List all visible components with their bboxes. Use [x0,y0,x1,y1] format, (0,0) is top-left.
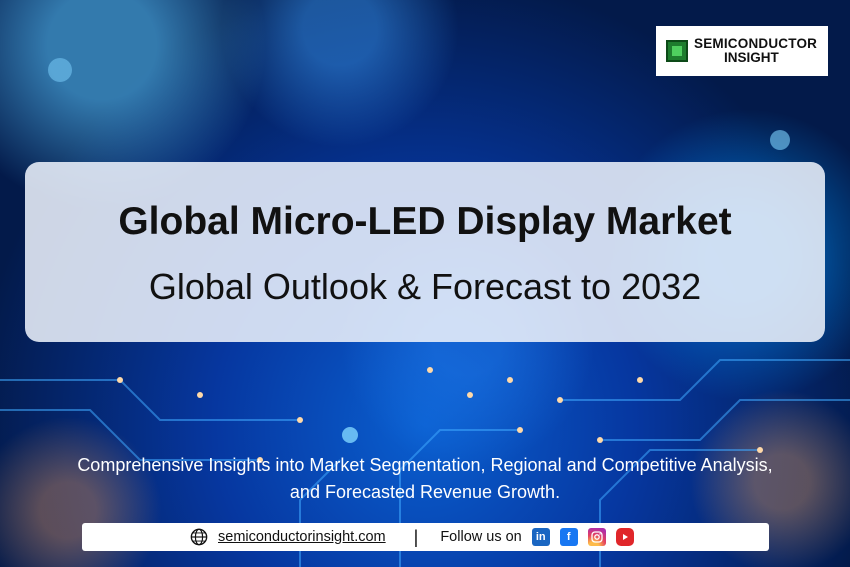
youtube-icon[interactable] [615,528,634,546]
chip-icon [666,40,688,62]
brand-logo-line2: INSIGHT [724,50,779,65]
title-panel: Global Micro-LED Display Market Global O… [25,162,825,342]
facebook-icon[interactable]: f [559,528,578,546]
description-line1: Comprehensive Insights into Market Segme… [77,455,773,475]
description-line2: and Forecasted Revenue Growth. [289,482,561,502]
brand-logo[interactable]: SEMICONDUCTOR INSIGHT [656,26,828,76]
youtube-play-glyph [622,534,628,540]
linkedin-label: in [535,531,546,543]
footer-bar: semiconductorinsight.com | Follow us on … [82,523,769,551]
page-title: Global Micro-LED Display Market [118,200,732,243]
facebook-label: f [566,531,571,543]
follow-label: Follow us on [440,529,522,545]
brand-logo-line1: SEMICONDUCTOR [694,36,818,51]
instagram-glyph [591,531,603,543]
globe-icon [190,528,208,546]
instagram-icon[interactable] [587,528,606,546]
page-subtitle: Global Outlook & Forecast to 2032 [148,266,702,307]
description: Comprehensive Insights into Market Segme… [0,452,850,506]
brand-logo-text: SEMICONDUCTOR INSIGHT [694,37,817,65]
linkedin-icon[interactable]: in [531,528,550,546]
footer-separator: | [413,526,419,547]
website-link[interactable]: semiconductorinsight.com [218,529,386,545]
